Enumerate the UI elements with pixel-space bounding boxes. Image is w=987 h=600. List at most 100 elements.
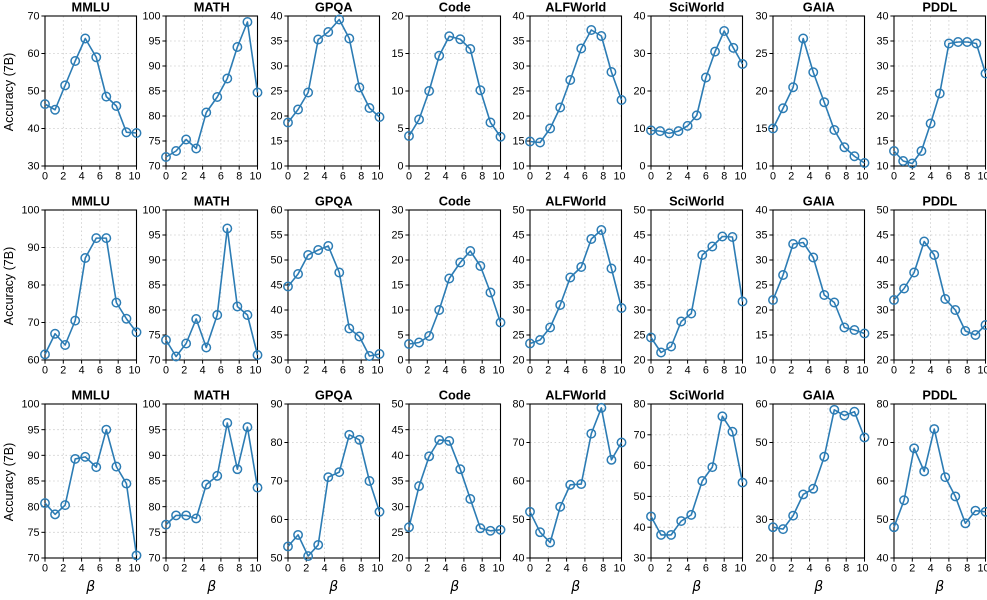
- x-tick-label: 10: [492, 365, 504, 377]
- x-tick-label: 8: [115, 171, 121, 183]
- x-tick-label: 6: [461, 171, 467, 183]
- data-point-marker: [767, 295, 778, 305]
- x-tick-label: 10: [250, 171, 262, 183]
- y-tick-label: 80: [27, 280, 39, 292]
- x-tick-label: 10: [371, 365, 383, 377]
- data-point-marker: [444, 31, 454, 42]
- data-point-marker: [828, 404, 839, 415]
- data-point-marker: [737, 59, 748, 69]
- data-line: [650, 235, 744, 354]
- y-tick-label: 80: [876, 399, 888, 411]
- data-line: [893, 428, 986, 528]
- data-point-marker: [888, 295, 899, 305]
- data-point-marker: [403, 131, 414, 141]
- data-line: [44, 428, 138, 556]
- data-point-marker: [91, 52, 102, 63]
- x-tick-label: 2: [545, 365, 551, 377]
- data-point-marker: [363, 351, 374, 361]
- data-point-marker: [131, 550, 142, 561]
- data-point-marker: [423, 451, 434, 462]
- data-point-marker: [971, 38, 982, 49]
- x-tick-label: 6: [339, 365, 345, 377]
- y-tick-label: 70: [149, 553, 161, 565]
- y-tick-label: 20: [512, 355, 524, 367]
- data-point-marker: [302, 250, 313, 260]
- data-point-marker: [101, 233, 112, 244]
- x-tick-label: 10: [128, 365, 140, 377]
- data-point-marker: [101, 424, 112, 435]
- y-tick-label: 45: [270, 280, 282, 292]
- data-line: [44, 37, 137, 134]
- y-tick-label: 40: [634, 11, 646, 23]
- data-point-marker: [60, 340, 71, 350]
- y-tick-label: 20: [755, 305, 767, 317]
- x-tick-label: 2: [788, 365, 794, 377]
- data-line: [165, 422, 259, 526]
- x-tick-label: 4: [806, 563, 812, 575]
- x-tick-label: 8: [236, 171, 242, 183]
- y-tick-label: 100: [21, 205, 39, 217]
- data-point-marker: [121, 478, 132, 489]
- subplot-title: MMLU: [72, 0, 110, 15]
- y-tick-label: 60: [27, 48, 39, 60]
- x-tick-label: 10: [613, 171, 625, 183]
- data-point-marker: [586, 428, 597, 439]
- data-point-marker: [555, 501, 566, 512]
- data-point-marker: [818, 451, 829, 462]
- data-point-marker: [676, 516, 687, 526]
- data-point-marker: [565, 272, 576, 283]
- x-tick-label: 2: [545, 171, 551, 183]
- data-point-marker: [282, 117, 293, 128]
- y-tick-label: 95: [149, 230, 161, 242]
- y-tick-label: 40: [27, 123, 39, 135]
- x-tick-label: 10: [735, 563, 747, 575]
- y-tick-label: 60: [27, 355, 39, 367]
- x-tick-label: 6: [339, 171, 345, 183]
- data-point-marker: [201, 107, 212, 118]
- y-tick-label: 35: [512, 36, 524, 48]
- x-tick-label: 0: [527, 365, 533, 377]
- subplot-r3-code: 0 2 4 6 8 10 20 25 30 35 40 45 50 Code β: [391, 388, 506, 595]
- data-point-marker: [191, 513, 202, 524]
- data-point-marker: [897, 156, 908, 166]
- y-tick-label: 90: [149, 255, 161, 267]
- x-tick-label: 10: [613, 365, 625, 377]
- data-point-marker: [403, 339, 414, 349]
- data-line: [893, 41, 987, 165]
- x-tick-label: 2: [788, 563, 794, 575]
- data-point-marker: [646, 332, 657, 343]
- data-point-marker: [403, 522, 414, 533]
- y-tick-label: 100: [143, 205, 161, 217]
- data-point-marker: [545, 123, 556, 134]
- subplot-title: SciWorld: [669, 388, 724, 403]
- x-tick-label: 2: [909, 365, 915, 377]
- y-tick-label: 40: [270, 305, 282, 317]
- data-point-marker: [495, 131, 506, 142]
- x-tick-label: 0: [163, 563, 169, 575]
- x-tick-label: 0: [769, 365, 775, 377]
- data-point-marker: [859, 328, 869, 339]
- data-line: [529, 29, 623, 144]
- y-tick-label: 40: [876, 553, 888, 565]
- y-tick-label: 90: [149, 61, 161, 73]
- y-tick-label: 75: [149, 136, 161, 148]
- y-tick-label: 20: [391, 11, 403, 23]
- data-point-marker: [692, 110, 702, 121]
- data-point-marker: [697, 250, 708, 260]
- data-point-marker: [606, 454, 617, 465]
- y-tick-label: 20: [270, 111, 282, 123]
- y-tick-label: 80: [149, 305, 161, 317]
- x-axis-label-beta: β: [813, 579, 823, 595]
- y-tick-label: 25: [512, 330, 524, 342]
- x-tick-label: 0: [406, 365, 412, 377]
- y-tick-label: 35: [391, 476, 403, 488]
- data-line: [165, 21, 259, 158]
- y-tick-label: 95: [27, 424, 39, 436]
- data-point-marker: [848, 151, 859, 162]
- y-tick-label: 35: [270, 330, 282, 342]
- subplot-title: SciWorld: [669, 194, 724, 209]
- data-point-marker: [343, 323, 354, 334]
- data-point-marker: [91, 233, 102, 244]
- data-point-marker: [545, 322, 556, 333]
- x-tick-label: 10: [128, 171, 140, 183]
